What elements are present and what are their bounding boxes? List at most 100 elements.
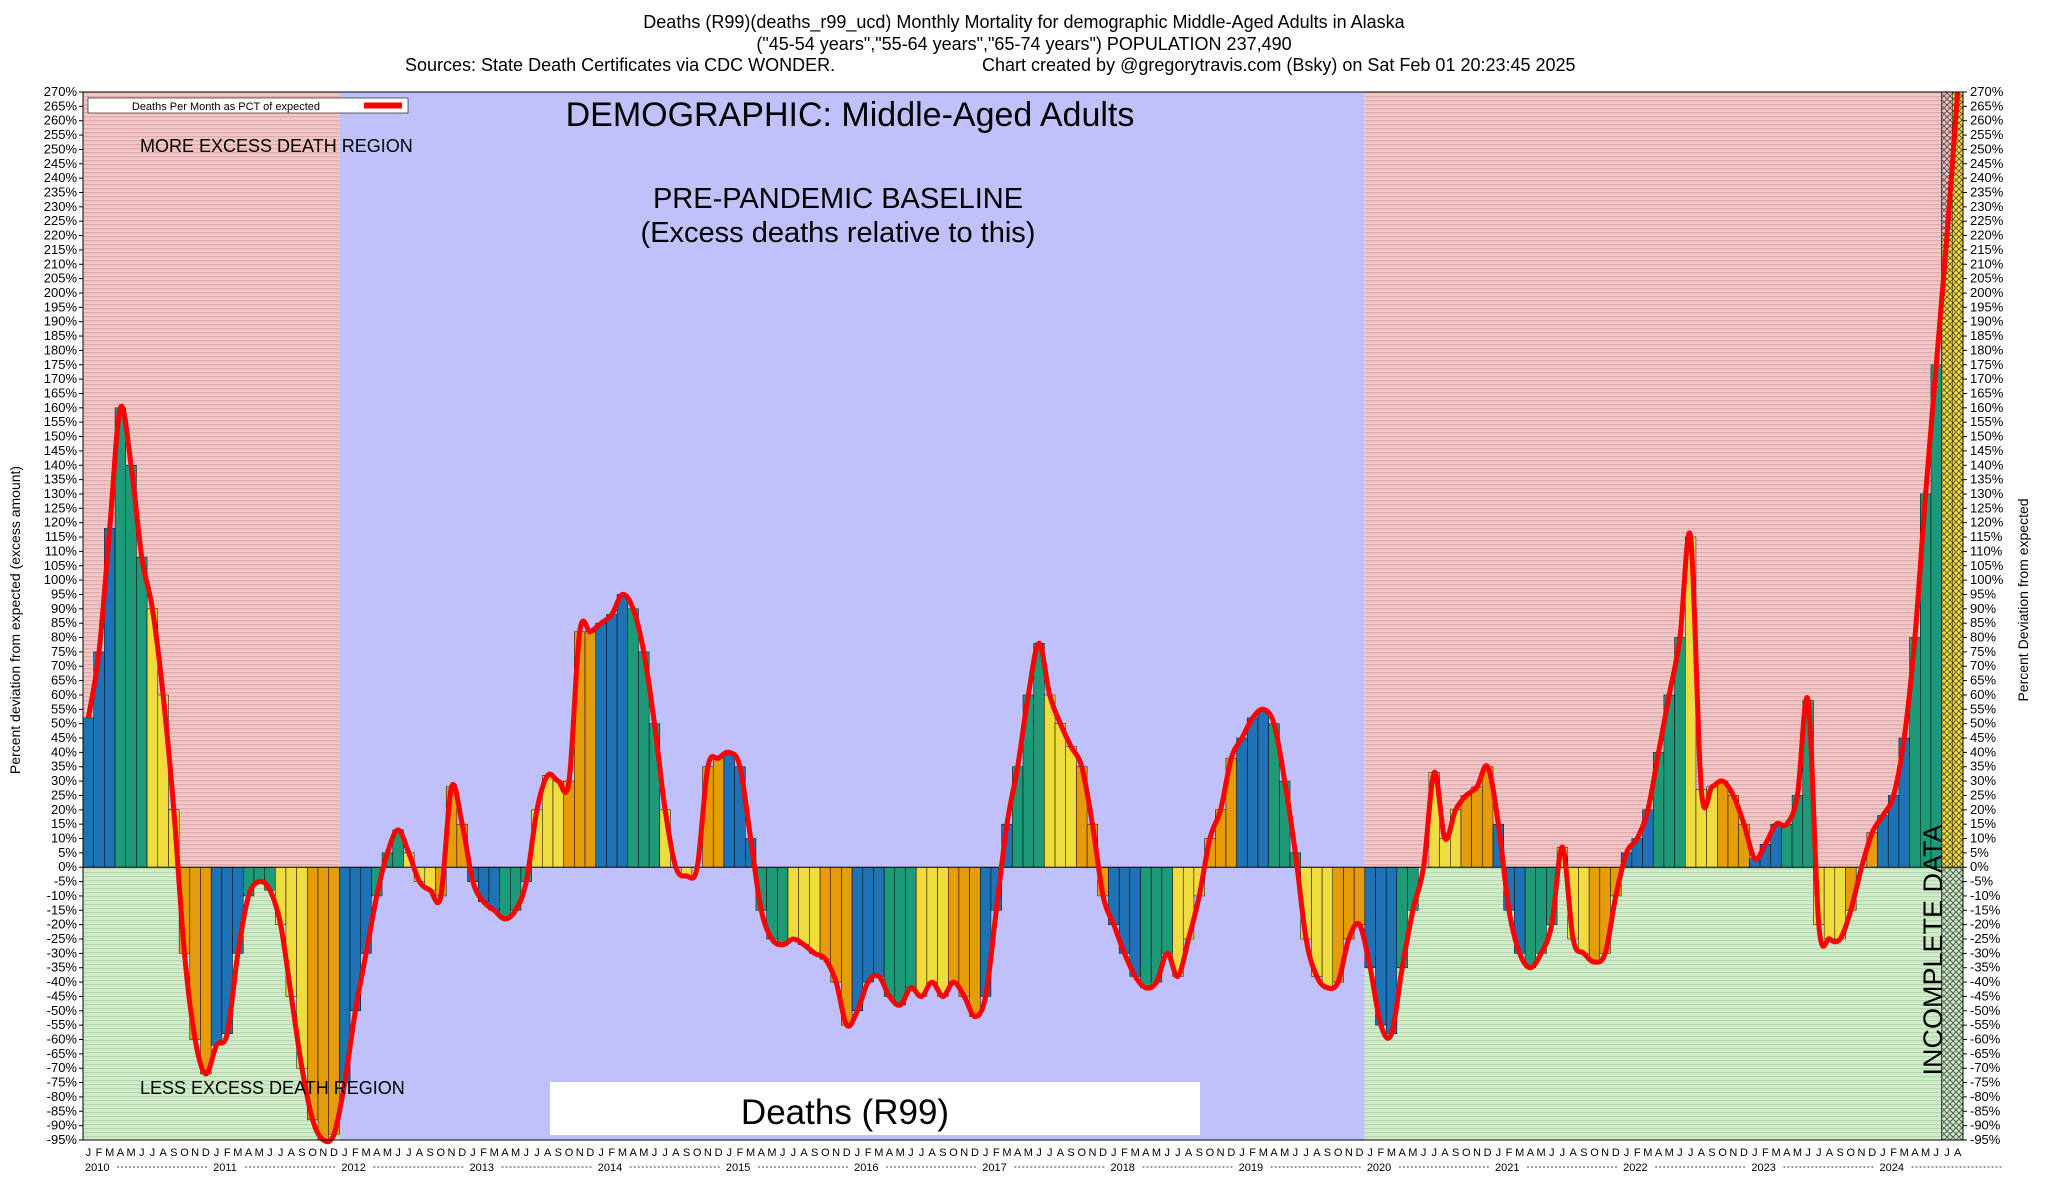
y-tick-label-right: -85%: [1970, 1103, 2001, 1118]
y-tick-label-right: 190%: [1970, 314, 2004, 329]
x-tick-label: J: [1677, 1147, 1683, 1159]
x-tick-label: A: [629, 1147, 637, 1159]
bar: [1054, 723, 1066, 868]
y-tick-label-left: 130%: [44, 486, 78, 501]
more-excess-label: MORE EXCESS DEATH REGION: [140, 136, 413, 156]
bar: [1161, 866, 1173, 954]
bar: [1524, 866, 1536, 968]
y-tick-label-left: 80%: [51, 630, 77, 645]
y-tick-label-right: 225%: [1970, 213, 2004, 228]
bar: [1129, 866, 1141, 977]
x-tick-label: A: [886, 1147, 894, 1159]
legend: Deaths Per Month as PCT of expected: [87, 97, 409, 114]
x-year-label: 2011: [213, 1162, 237, 1174]
x-tick-label: J: [1805, 1147, 1811, 1159]
y-tick-label-right: 155%: [1970, 414, 2004, 429]
x-year-label: 2020: [1367, 1162, 1391, 1174]
x-tick-label: M: [767, 1147, 776, 1159]
y-tick-label-right: 15%: [1970, 816, 1996, 831]
y-tick-label-left: 205%: [44, 271, 78, 286]
x-tick-label: A: [245, 1147, 253, 1159]
bar: [1588, 866, 1601, 963]
y-tick-label-right: 0%: [1970, 859, 1989, 874]
x-tick-label: M: [1002, 1147, 1011, 1159]
y-tick-label-right: 70%: [1970, 658, 1996, 673]
y-tick-label-left: 255%: [44, 127, 78, 142]
x-tick-label: J: [1036, 1147, 1042, 1159]
y-tick-label-left: 40%: [51, 744, 77, 759]
y-tick-label-right: 50%: [1970, 716, 1996, 731]
y-tick-label-left: 55%: [51, 701, 77, 716]
x-year-label: 2019: [1239, 1162, 1263, 1174]
y-tick-label-right: -75%: [1970, 1075, 2001, 1090]
y-tick-label-left: -85%: [47, 1103, 78, 1118]
x-tick-label: M: [383, 1147, 392, 1159]
x-year-label: 2023: [1751, 1162, 1775, 1174]
x-tick-label: M: [1280, 1147, 1289, 1159]
x-tick-label: A: [1698, 1147, 1706, 1159]
y-tick-label-left: 185%: [44, 328, 78, 343]
legend-label: Deaths Per Month as PCT of expected: [132, 101, 320, 113]
x-tick-label: S: [811, 1147, 818, 1159]
bar: [1930, 364, 1942, 868]
y-tick-label-left: 155%: [44, 414, 78, 429]
x-tick-label: D: [1740, 1147, 1748, 1159]
y-tick-label-right: 160%: [1970, 400, 2004, 415]
y-tick-label-left: -80%: [47, 1089, 78, 1104]
x-tick-label: F: [1634, 1147, 1641, 1159]
bar: [1065, 746, 1077, 868]
bar: [317, 866, 329, 1141]
x-year-label: 2016: [854, 1162, 878, 1174]
x-tick-label: M: [1536, 1147, 1545, 1159]
x-tick-label: F: [1890, 1147, 1897, 1159]
bar: [1460, 795, 1472, 868]
bar: [584, 631, 596, 868]
x-tick-label: J: [1239, 1147, 1245, 1159]
x-tick-label: J: [214, 1147, 220, 1159]
x-tick-label: S: [1196, 1147, 1203, 1159]
y-tick-label-left: -35%: [47, 960, 78, 975]
bar: [1044, 694, 1056, 868]
y-tick-label-right: -80%: [1970, 1089, 2001, 1104]
bar: [1140, 866, 1152, 989]
x-tick-label: J: [1164, 1147, 1170, 1159]
y-tick-label-left: 30%: [51, 773, 77, 788]
x-tick-label: S: [939, 1147, 946, 1159]
y-tick-label-left: -65%: [47, 1046, 78, 1061]
x-year-label: 2018: [1110, 1162, 1134, 1174]
x-tick-label: F: [1249, 1147, 1256, 1159]
x-tick-label: A: [117, 1147, 125, 1159]
y-tick-label-right: -5%: [1970, 874, 1994, 889]
x-tick-label: J: [1549, 1147, 1555, 1159]
x-tick-label: J: [1047, 1147, 1053, 1159]
x-tick-label: F: [1377, 1147, 1384, 1159]
y-tick-label-right: -55%: [1970, 1017, 2001, 1032]
y-axis-right-label: Percent Deviation from expected: [2015, 498, 2031, 701]
y-tick-label-right: 180%: [1970, 342, 2004, 357]
x-tick-label: O: [821, 1147, 830, 1159]
x-tick-label: M: [874, 1147, 883, 1159]
x-tick-label: S: [1324, 1147, 1331, 1159]
x-tick-label: D: [1356, 1147, 1364, 1159]
bar: [114, 407, 126, 868]
y-tick-label-right: 100%: [1970, 572, 2004, 587]
y-tick-label-right: 75%: [1970, 644, 1996, 659]
y-tick-label-left: 105%: [44, 558, 78, 573]
x-tick-label: F: [1762, 1147, 1769, 1159]
x-tick-label: J: [406, 1147, 412, 1159]
y-tick-label-left: -60%: [47, 1032, 78, 1047]
bar: [937, 866, 949, 997]
x-tick-label: F: [737, 1147, 744, 1159]
bar: [862, 866, 874, 983]
y-tick-label-left: 140%: [44, 457, 78, 472]
chart-title: Deaths (R99)(deaths_r99_ucd) Monthly Mor…: [643, 12, 1405, 32]
y-tick-label-right: -65%: [1970, 1046, 2001, 1061]
y-tick-label-left: 70%: [51, 658, 77, 673]
x-tick-label: N: [448, 1147, 456, 1159]
x-tick-label: D: [715, 1147, 723, 1159]
y-tick-label-right: -15%: [1970, 902, 2001, 917]
y-tick-label-right: -20%: [1970, 917, 2001, 932]
y-tick-label-right: -50%: [1970, 1003, 2001, 1018]
x-tick-label: J: [1421, 1147, 1427, 1159]
